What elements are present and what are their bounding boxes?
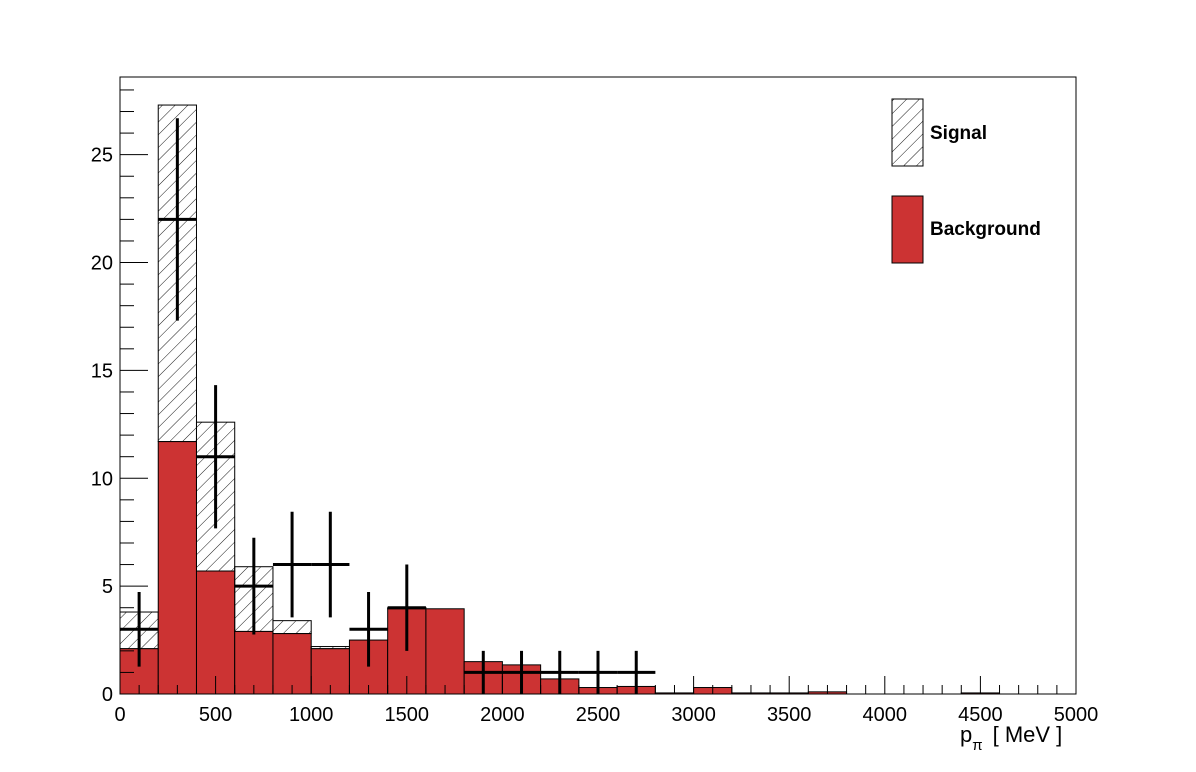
x-tick-label: 2500 xyxy=(576,704,621,726)
data-point xyxy=(464,650,503,694)
background-bar xyxy=(234,630,274,695)
x-axis-title: pπ [ MeV ] xyxy=(960,722,1062,754)
x-tick-label: 3500 xyxy=(767,704,812,726)
legend: Signal Background xyxy=(891,98,1041,264)
data-point xyxy=(540,650,579,694)
legend-swatch-background xyxy=(891,195,924,264)
data-point xyxy=(311,511,350,618)
y-tick-label: 15 xyxy=(91,360,113,382)
x-tick-label: 500 xyxy=(199,704,232,726)
legend-swatch-signal xyxy=(891,98,924,167)
data-point xyxy=(349,591,388,667)
x-tick-label: 1000 xyxy=(289,704,334,726)
x-tick-label: 1500 xyxy=(385,704,430,726)
background-bar xyxy=(195,570,236,695)
data-point xyxy=(120,591,159,667)
data-point xyxy=(502,650,541,694)
data-point xyxy=(578,650,618,694)
legend-label-signal: Signal xyxy=(930,123,987,144)
data-point xyxy=(234,537,273,635)
y-tick-label: 0 xyxy=(102,684,113,706)
data-point xyxy=(272,511,312,618)
legend-label-background: Background xyxy=(930,219,1041,240)
x-axis-title-unit: [ MeV ] xyxy=(993,722,1063,747)
x-tick-label: 2000 xyxy=(480,704,525,726)
y-tick-label: 5 xyxy=(102,576,113,598)
background-bar xyxy=(272,633,312,695)
data-point xyxy=(158,118,197,321)
y-tick-label: 25 xyxy=(91,145,113,167)
x-tick-label: 3000 xyxy=(671,704,716,726)
x-tick-label: 5000 xyxy=(1054,704,1099,726)
data-point xyxy=(196,385,235,529)
x-axis-title-subscript: π xyxy=(972,737,982,754)
data-point xyxy=(387,564,426,651)
y-tick-label: 10 xyxy=(91,468,113,490)
x-tick-label: 4000 xyxy=(863,704,908,726)
x-axis-title-main: p xyxy=(960,722,972,747)
background-bar xyxy=(425,608,465,695)
data-point xyxy=(617,650,656,694)
background-bar xyxy=(157,441,197,695)
signal-bar xyxy=(272,620,312,635)
x-tick-label: 0 xyxy=(114,704,125,726)
y-tick-label: 20 xyxy=(91,253,113,275)
x-tick-label: 4500 xyxy=(958,704,1003,726)
